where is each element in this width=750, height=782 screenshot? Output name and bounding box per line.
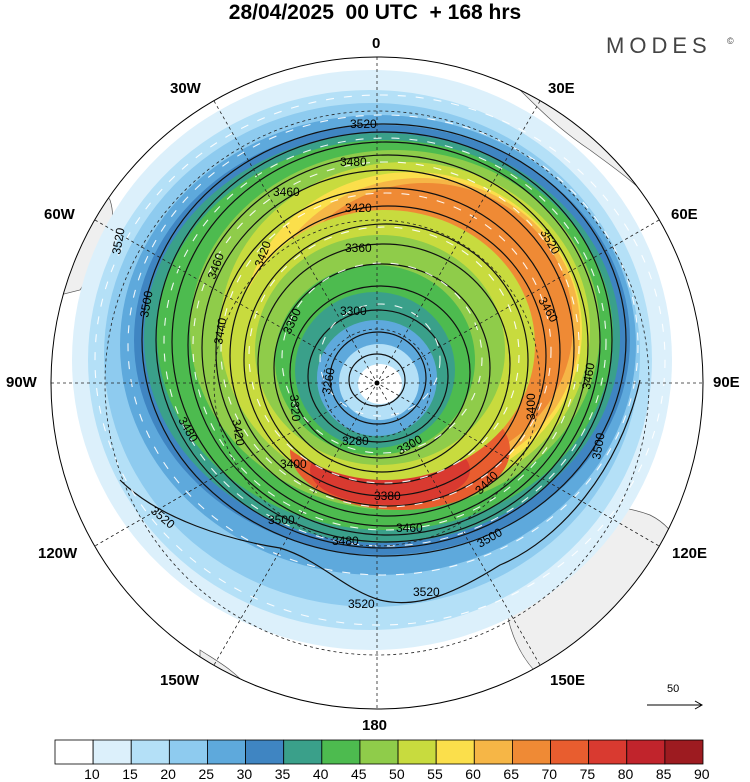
longitude-label-90w: 90W bbox=[6, 374, 37, 391]
colorbar-tick-label: 60 bbox=[465, 766, 481, 782]
colorbar bbox=[54, 739, 704, 765]
wind-speed-shading bbox=[72, 70, 672, 650]
contour-label: 3480 bbox=[340, 155, 367, 169]
longitude-label-150e: 150E bbox=[550, 672, 586, 689]
brand-logo: MODES bbox=[606, 33, 712, 58]
page-title: 28/04/2025 00 UTC + 168 hrs bbox=[228, 1, 522, 24]
colorbar-tick-label: 10 bbox=[84, 766, 100, 782]
contour-label: 3380 bbox=[374, 489, 401, 503]
colorbar-tick-label: 30 bbox=[236, 766, 253, 782]
colorbar-tick-label: 50 bbox=[389, 766, 405, 782]
contour-label: 3280 bbox=[342, 434, 369, 448]
colorbar-tick-label: 25 bbox=[198, 766, 215, 782]
contour-label: 3460 bbox=[396, 521, 423, 535]
longitude-label-30w: 30W bbox=[170, 80, 201, 97]
longitude-label-90e: 90E bbox=[713, 374, 740, 391]
colorbar-swatch bbox=[168, 739, 208, 765]
contour-label: 3500 bbox=[268, 513, 295, 527]
reference-vector-label: 50 bbox=[667, 683, 680, 695]
colorbar-swatch bbox=[588, 739, 628, 765]
colorbar-tick-label: 85 bbox=[655, 766, 672, 782]
height-contours bbox=[119, 123, 641, 604]
copyright-mark: © bbox=[727, 36, 734, 46]
contour-label: 3400 bbox=[524, 393, 538, 420]
contour-label: 3260 bbox=[319, 366, 337, 395]
longitude-label-30e: 30E bbox=[548, 80, 575, 97]
contour-label: 3520 bbox=[350, 117, 377, 131]
colorbar-swatch bbox=[245, 739, 285, 765]
contour-label: 3400 bbox=[280, 457, 307, 471]
colorbar-tick-label: 20 bbox=[160, 766, 176, 782]
colorbar-swatch bbox=[664, 739, 704, 765]
longitude-label-180: 180 bbox=[362, 717, 388, 734]
colorbar-swatch bbox=[207, 739, 246, 765]
colorbar-swatch bbox=[130, 739, 170, 765]
colorbar-tick-label: 70 bbox=[541, 766, 558, 782]
colorbar-tick-label: 55 bbox=[427, 766, 443, 782]
contour-label: 3300 bbox=[340, 304, 367, 318]
colorbar-tick-label: 75 bbox=[579, 766, 596, 782]
colorbar-swatch bbox=[359, 739, 399, 765]
colorbar-tick-label: 90 bbox=[694, 766, 710, 782]
contour-label: 3500 bbox=[137, 289, 155, 318]
colorbar-swatch bbox=[550, 739, 590, 765]
colorbar-swatch bbox=[397, 739, 437, 765]
contour-label: 3420 bbox=[345, 201, 372, 215]
contour-label: 3520 bbox=[413, 585, 440, 599]
map-boundary bbox=[50, 56, 704, 710]
pole-marker bbox=[374, 380, 380, 386]
colorbar-tick-label: 80 bbox=[617, 766, 634, 782]
colorbar-swatch bbox=[283, 739, 323, 765]
colorbar-tick-label: 65 bbox=[503, 766, 519, 782]
longitude-label-120e: 120E bbox=[672, 545, 708, 562]
reference-vector-arrow-icon bbox=[647, 700, 704, 710]
contour-label: 3520 bbox=[348, 597, 375, 611]
colorbar-tick-label: 15 bbox=[122, 766, 138, 782]
colorbar-swatch bbox=[92, 739, 132, 765]
contour-label: 3440 bbox=[211, 316, 229, 345]
contour-label: 3360 bbox=[345, 241, 372, 255]
colorbar-swatch bbox=[473, 739, 513, 765]
contour-label: 3460 bbox=[273, 185, 300, 199]
contour-label: 3480 bbox=[332, 534, 359, 548]
colorbar-tick-label: 35 bbox=[274, 766, 291, 782]
colorbar-swatch bbox=[626, 739, 666, 765]
longitude-label-150w: 150W bbox=[160, 672, 200, 689]
contour-label: 3460 bbox=[579, 361, 597, 390]
contour-label: 3320 bbox=[287, 394, 303, 422]
colorbar-swatch bbox=[54, 739, 94, 765]
longitude-label-120w: 120W bbox=[38, 545, 78, 562]
longitude-label-60e: 60E bbox=[671, 206, 698, 223]
longitude-label-60w: 60W bbox=[44, 206, 75, 223]
colorbar-tick-label: 45 bbox=[350, 766, 367, 782]
colorbar-swatch bbox=[321, 739, 361, 765]
wind-vectors bbox=[94, 94, 666, 626]
colorbar-swatch bbox=[512, 739, 551, 765]
colorbar-swatch bbox=[435, 739, 475, 765]
contour-label: 3520 bbox=[109, 226, 127, 255]
contour-label: 3500 bbox=[589, 431, 607, 460]
contour-label: 3420 bbox=[229, 418, 247, 447]
colorbar-tick-label: 40 bbox=[312, 766, 329, 782]
longitude-label-0: 0 bbox=[372, 35, 381, 52]
